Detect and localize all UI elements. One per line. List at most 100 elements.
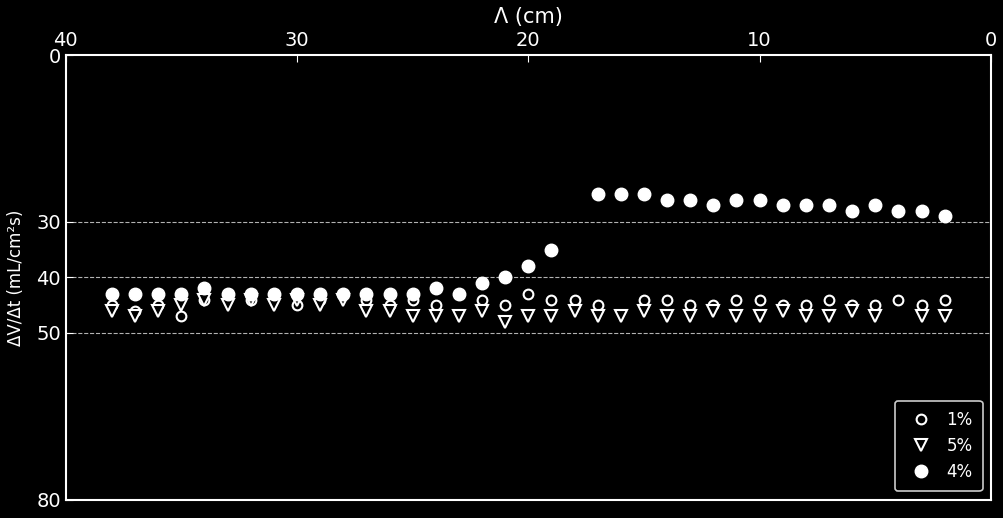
5% <box>360 308 372 314</box>
1% <box>176 313 188 319</box>
1% <box>337 291 349 297</box>
1% <box>452 291 464 297</box>
1% <box>360 296 372 303</box>
1% <box>568 296 580 303</box>
5% <box>406 313 418 319</box>
5% <box>591 313 603 319</box>
4% <box>498 274 511 280</box>
4% <box>268 291 280 297</box>
4% <box>660 196 672 203</box>
1% <box>915 302 927 308</box>
4% <box>683 196 695 203</box>
Line: 1%: 1% <box>107 289 949 321</box>
4% <box>938 213 950 219</box>
4% <box>245 291 257 297</box>
1% <box>938 296 950 303</box>
1% <box>222 291 234 297</box>
1% <box>545 296 557 303</box>
5% <box>915 313 927 319</box>
4% <box>475 280 487 286</box>
1% <box>291 302 303 308</box>
1% <box>268 291 280 297</box>
5% <box>429 313 441 319</box>
4% <box>545 247 557 253</box>
5% <box>105 308 117 314</box>
4% <box>915 208 927 214</box>
5% <box>129 313 141 319</box>
5% <box>522 313 534 319</box>
5% <box>799 313 811 319</box>
4% <box>337 291 349 297</box>
1% <box>707 302 719 308</box>
4% <box>452 291 464 297</box>
1% <box>152 302 164 308</box>
4% <box>129 291 141 297</box>
4% <box>383 291 395 297</box>
5% <box>498 319 511 325</box>
5% <box>938 313 950 319</box>
5% <box>846 308 858 314</box>
5% <box>637 308 649 314</box>
5% <box>707 308 719 314</box>
4% <box>291 291 303 297</box>
4% <box>199 285 211 292</box>
4% <box>869 202 881 208</box>
4% <box>222 291 234 297</box>
1% <box>730 296 742 303</box>
1% <box>591 302 603 308</box>
5% <box>291 296 303 303</box>
4% <box>707 202 719 208</box>
1% <box>522 291 534 297</box>
1% <box>637 296 649 303</box>
1% <box>383 302 395 308</box>
5% <box>222 302 234 308</box>
1% <box>406 296 418 303</box>
4% <box>614 191 626 197</box>
1% <box>105 302 117 308</box>
5% <box>753 313 765 319</box>
X-axis label: Λ (cm): Λ (cm) <box>493 7 562 27</box>
5% <box>776 308 788 314</box>
1% <box>776 302 788 308</box>
Y-axis label: ΔV/Δt (mL/cm²s): ΔV/Δt (mL/cm²s) <box>7 209 25 346</box>
4% <box>846 208 858 214</box>
1% <box>314 296 326 303</box>
5% <box>660 313 672 319</box>
4% <box>429 285 441 292</box>
5% <box>337 296 349 303</box>
5% <box>199 296 211 303</box>
5% <box>152 308 164 314</box>
4% <box>637 191 649 197</box>
5% <box>614 313 626 319</box>
1% <box>822 296 834 303</box>
1% <box>429 302 441 308</box>
5% <box>822 313 834 319</box>
4% <box>522 263 534 269</box>
5% <box>268 302 280 308</box>
4% <box>730 196 742 203</box>
5% <box>730 313 742 319</box>
5% <box>869 313 881 319</box>
4% <box>406 291 418 297</box>
1% <box>199 296 211 303</box>
1% <box>846 302 858 308</box>
4% <box>799 202 811 208</box>
4% <box>360 291 372 297</box>
1% <box>799 302 811 308</box>
1% <box>683 302 695 308</box>
1% <box>498 302 511 308</box>
1% <box>129 308 141 314</box>
1% <box>245 296 257 303</box>
4% <box>105 291 117 297</box>
4% <box>591 191 603 197</box>
1% <box>660 296 672 303</box>
1% <box>475 296 487 303</box>
5% <box>452 313 464 319</box>
Line: 5%: 5% <box>106 294 949 327</box>
5% <box>314 302 326 308</box>
5% <box>475 308 487 314</box>
4% <box>176 291 188 297</box>
4% <box>776 202 788 208</box>
1% <box>892 296 904 303</box>
4% <box>892 208 904 214</box>
